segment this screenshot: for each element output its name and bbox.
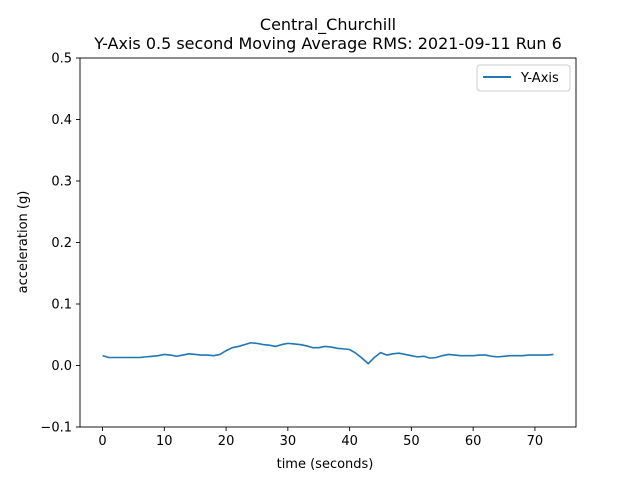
y-axis-label: acceleration (g): [16, 191, 31, 294]
y-tick-label: 0.1: [51, 298, 72, 313]
x-tick-label: 40: [341, 434, 358, 449]
x-tick-label: 10: [156, 434, 173, 449]
y-tick-label: 0.3: [51, 175, 72, 190]
plot-area: 0 10 20 30 40 50 60 70 −0.1 0.0 0.1 0.2 0.3 0.4 0.5: [40, 52, 577, 449]
y-tick-label: 0.4: [51, 113, 72, 128]
legend-box: [476, 64, 571, 92]
x-axis-label: time (seconds): [277, 457, 374, 472]
y-tick-label: 0.5: [51, 52, 72, 67]
x-tick-label: 20: [218, 434, 235, 449]
series-line-0: [102, 341, 554, 365]
x-tick-label: 0: [98, 434, 106, 449]
legend: Y-Axis: [476, 64, 571, 92]
x-tick-label: 60: [465, 434, 482, 449]
x-tick-label: 70: [527, 434, 544, 449]
x-tick-label: 50: [403, 434, 420, 449]
y-tick-label: 0.0: [51, 359, 72, 374]
y-tick-label: 0.2: [51, 236, 72, 251]
chart-subtitle: Y-Axis 0.5 second Moving Average RMS: 20…: [93, 34, 562, 53]
legend-label-y-axis: Y-Axis: [520, 71, 559, 86]
chart-title: Central_Churchill: [260, 15, 396, 35]
x-tick-label: 30: [280, 434, 297, 449]
y-tick-label: −0.1: [40, 421, 72, 436]
